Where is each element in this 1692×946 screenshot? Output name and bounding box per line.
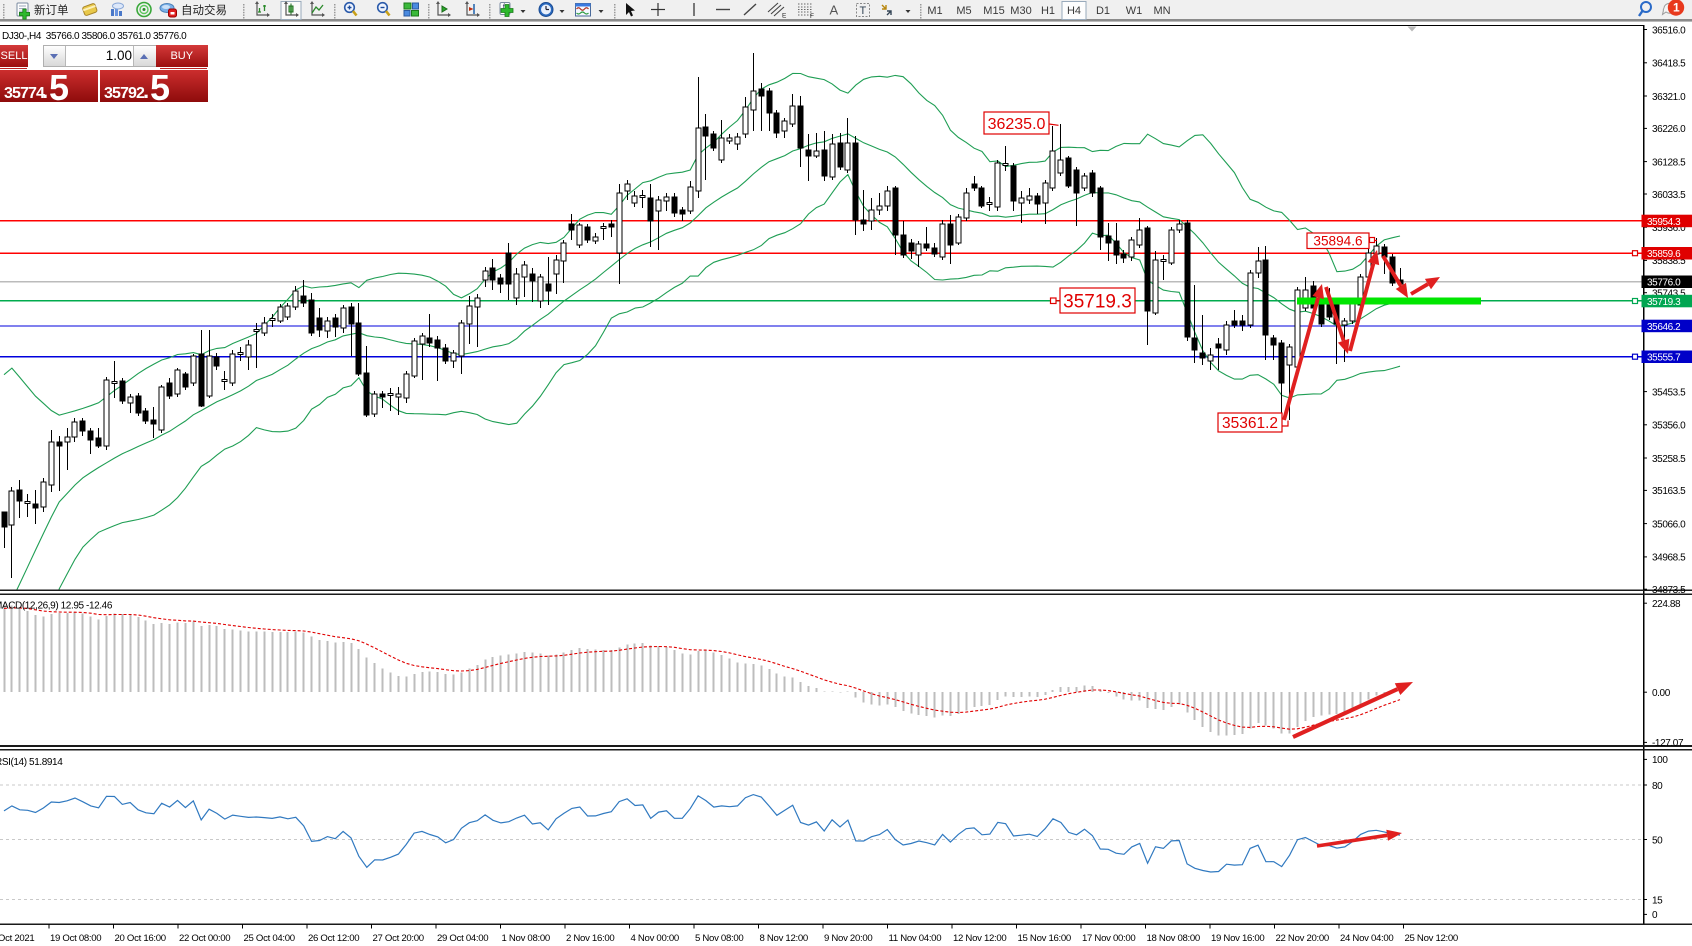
svg-text:224.88: 224.88 [1652, 599, 1681, 610]
svg-text:36516.0: 36516.0 [1652, 25, 1686, 36]
svg-text:1: 1 [1673, 1, 1680, 15]
svg-text:35936.0: 35936.0 [1652, 223, 1686, 234]
svg-text:f: f [503, 4, 506, 11]
svg-text:MN: MN [1153, 5, 1170, 17]
svg-text:15: 15 [1652, 895, 1663, 906]
svg-text:35954.3: 35954.3 [1647, 217, 1681, 228]
svg-text:A: A [830, 3, 839, 18]
svg-text:35838.5: 35838.5 [1652, 256, 1686, 267]
svg-text:0: 0 [1652, 910, 1658, 921]
svg-text:M30: M30 [1010, 5, 1031, 17]
svg-text:35163.5: 35163.5 [1652, 486, 1686, 497]
svg-text:H4: H4 [1067, 5, 1081, 17]
svg-text:M1: M1 [927, 5, 942, 17]
svg-text:19 Nov 16:00: 19 Nov 16:00 [1211, 933, 1264, 944]
svg-text:22 Oct 00:00: 22 Oct 00:00 [179, 933, 230, 944]
svg-text:15 Nov 16:00: 15 Nov 16:00 [1018, 933, 1071, 944]
svg-text:H1: H1 [1041, 5, 1055, 17]
svg-text:12 Nov 12:00: 12 Nov 12:00 [953, 933, 1006, 944]
svg-text:34873.5: 34873.5 [1652, 585, 1686, 596]
svg-text:36226.0: 36226.0 [1652, 124, 1686, 135]
svg-text:新订单: 新订单 [34, 3, 69, 17]
svg-text:35356.0: 35356.0 [1652, 421, 1686, 432]
svg-text:8 Nov 12:00: 8 Nov 12:00 [760, 933, 808, 944]
svg-text:自动交易: 自动交易 [181, 3, 227, 17]
svg-text:36128.5: 36128.5 [1652, 157, 1686, 168]
svg-text:34968.5: 34968.5 [1652, 553, 1686, 564]
svg-text:22 Nov 20:00: 22 Nov 20:00 [1276, 933, 1329, 944]
svg-text:29 Oct 04:00: 29 Oct 04:00 [437, 933, 488, 944]
svg-text:20 Oct 16:00: 20 Oct 16:00 [115, 933, 166, 944]
svg-text:F: F [810, 13, 814, 20]
svg-text:35894.6: 35894.6 [1313, 234, 1362, 249]
svg-text:24 Nov 04:00: 24 Nov 04:00 [1340, 933, 1393, 944]
svg-text:1 Nov 08:00: 1 Nov 08:00 [502, 933, 550, 944]
svg-text:25 Nov 12:00: 25 Nov 12:00 [1405, 933, 1458, 944]
svg-text:35361.2: 35361.2 [1222, 415, 1278, 432]
svg-text:E: E [782, 13, 787, 20]
svg-text:11 Nov 04:00: 11 Nov 04:00 [889, 933, 942, 944]
svg-text:9 Nov 20:00: 9 Nov 20:00 [824, 933, 872, 944]
svg-text:35453.5: 35453.5 [1652, 387, 1686, 398]
svg-text:18 Nov 08:00: 18 Nov 08:00 [1147, 933, 1200, 944]
svg-text:2 Nov 16:00: 2 Nov 16:00 [566, 933, 614, 944]
svg-text:35719.3: 35719.3 [1063, 291, 1132, 312]
svg-text:35776.0: 35776.0 [1647, 278, 1681, 289]
svg-text:DJ30-,H4 35766.0 35806.0 3576: DJ30-,H4 35766.0 35806.0 35761.0 35776.0 [2, 31, 187, 42]
svg-text:5 Nov 08:00: 5 Nov 08:00 [695, 933, 743, 944]
svg-text:80: 80 [1652, 781, 1663, 792]
svg-text:35555.7: 35555.7 [1647, 353, 1681, 364]
svg-text:18 Oct 2021: 18 Oct 2021 [0, 933, 34, 944]
svg-text:0.00: 0.00 [1652, 688, 1671, 699]
svg-text:MACD(12,26,9) 12.95 -12.46: MACD(12,26,9) 12.95 -12.46 [0, 601, 113, 612]
svg-text:50: 50 [1652, 835, 1663, 846]
svg-text:35719.3: 35719.3 [1647, 297, 1681, 308]
svg-text:35646.2: 35646.2 [1647, 322, 1681, 333]
svg-text:36235.0: 36235.0 [988, 116, 1046, 133]
svg-text:36321.0: 36321.0 [1652, 92, 1686, 103]
svg-text:T: T [860, 5, 867, 17]
svg-text:17 Nov 00:00: 17 Nov 00:00 [1082, 933, 1135, 944]
svg-text:D1: D1 [1096, 5, 1110, 17]
svg-text:26 Oct 12:00: 26 Oct 12:00 [308, 933, 359, 944]
svg-text:RSI(14) 51.8914: RSI(14) 51.8914 [0, 757, 63, 768]
svg-text:27 Oct 20:00: 27 Oct 20:00 [373, 933, 424, 944]
svg-text:19 Oct 08:00: 19 Oct 08:00 [50, 933, 101, 944]
svg-text:-127.07: -127.07 [1652, 738, 1684, 749]
svg-text:36033.5: 36033.5 [1652, 190, 1686, 201]
svg-text:36418.5: 36418.5 [1652, 59, 1686, 70]
svg-text:35258.5: 35258.5 [1652, 454, 1686, 465]
svg-text:35859.6: 35859.6 [1647, 249, 1681, 260]
svg-text:W1: W1 [1126, 5, 1143, 17]
svg-text:M15: M15 [983, 5, 1004, 17]
svg-text:100: 100 [1652, 755, 1668, 766]
svg-text:35066.0: 35066.0 [1652, 519, 1686, 530]
svg-text:M5: M5 [956, 5, 971, 17]
svg-text:25 Oct 04:00: 25 Oct 04:00 [244, 933, 295, 944]
svg-text:35743.5: 35743.5 [1652, 289, 1686, 300]
svg-text:4 Nov 00:00: 4 Nov 00:00 [631, 933, 679, 944]
